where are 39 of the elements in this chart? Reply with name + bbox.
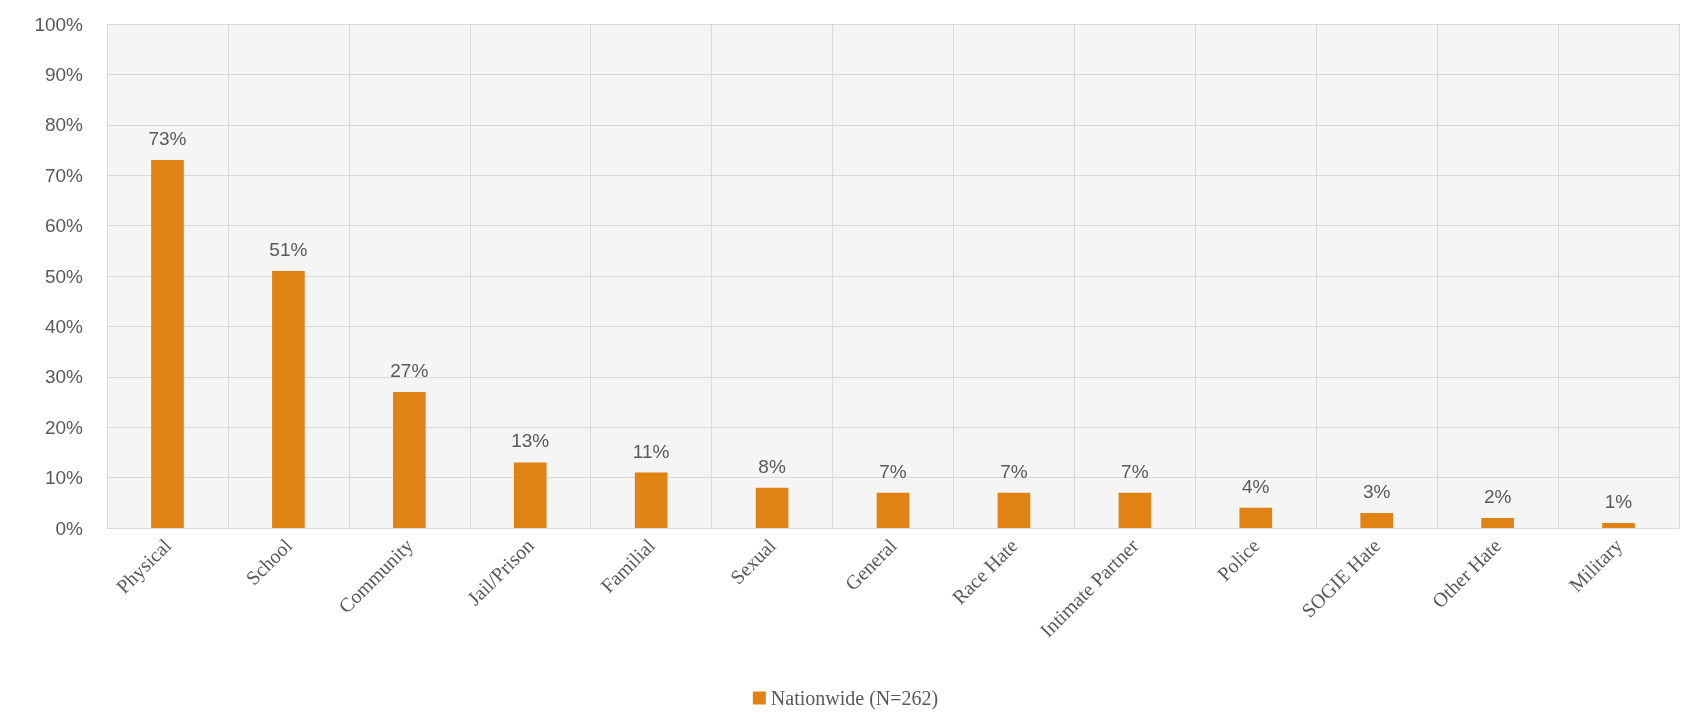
bar [755,487,789,528]
y-tick-label: 0% [55,517,84,539]
y-tick-label: 40% [44,315,84,337]
y-tick-label: 20% [44,416,84,438]
y-tick-label: 10% [44,467,84,489]
data-label: 7% [1000,460,1028,482]
data-label: 73% [148,128,187,150]
bar [1118,492,1152,528]
bar [272,270,305,528]
bar [634,472,668,528]
y-tick-label: 50% [44,265,84,287]
data-label: 11% [632,440,670,462]
bar [876,492,910,528]
y-tick-label: 80% [44,114,84,136]
y-tick-label: 60% [44,215,84,237]
y-tick-label: 100% [34,13,84,35]
y-tick-label: 90% [44,63,84,85]
data-label: 7% [879,460,907,482]
data-label: 3% [1362,480,1391,502]
bar [1602,522,1635,528]
data-label: 8% [758,455,786,477]
bar [151,160,184,528]
data-label: 7% [1121,460,1149,482]
bar [1360,512,1394,528]
x-tick-label: Race Hate [947,534,1022,609]
bar [392,391,426,528]
legend-label: Nationwide (N=262) [770,687,939,710]
data-label: 51% [269,238,308,260]
bar [1481,517,1514,528]
data-label: 4% [1242,475,1270,497]
data-label: 27% [390,359,429,381]
data-label: 1% [1604,490,1633,512]
bar [1239,507,1273,528]
y-tick-label: 30% [44,366,84,388]
bar [997,492,1031,528]
data-label: 13% [511,430,550,452]
data-label: 2% [1483,485,1512,507]
bar [513,462,547,528]
y-tick-label: 70% [44,164,84,186]
